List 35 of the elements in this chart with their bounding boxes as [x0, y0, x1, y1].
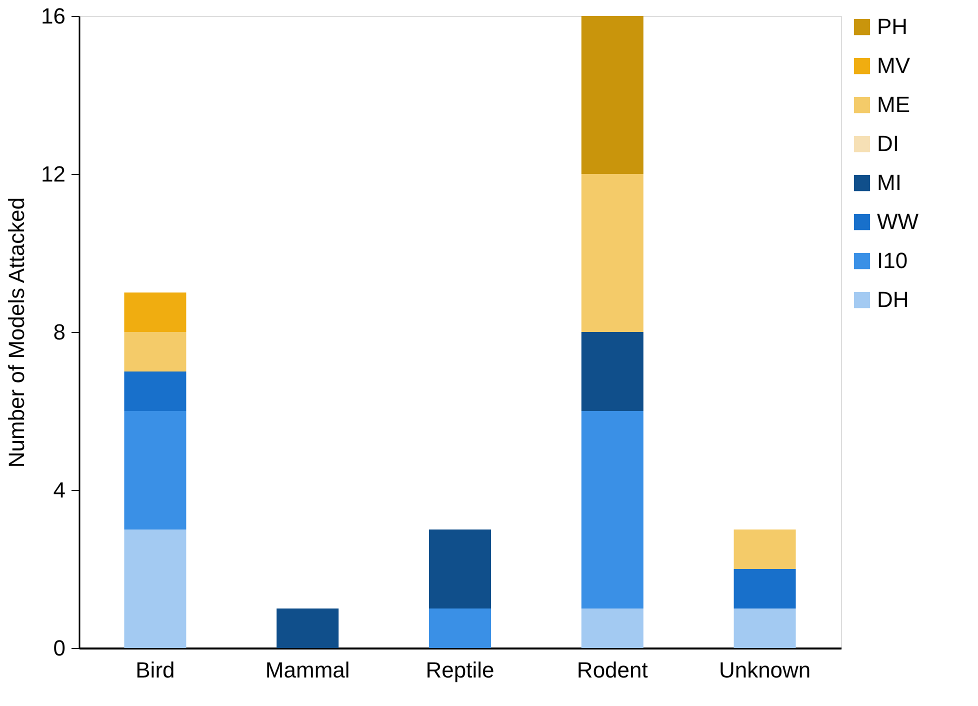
y-tick-label: 16 — [41, 4, 66, 28]
bar — [429, 530, 491, 608]
y-tick-label: 12 — [41, 162, 66, 186]
bar — [581, 411, 644, 608]
bar — [581, 608, 644, 648]
bar — [124, 332, 186, 372]
x-tick-label: Mammal — [265, 658, 350, 682]
legend-label: MV — [877, 53, 910, 78]
legend-label: I10 — [877, 248, 908, 273]
x-tick-label: Reptile — [426, 658, 494, 682]
bar — [124, 292, 186, 332]
legend-label: ME — [877, 92, 910, 117]
bar — [124, 530, 186, 648]
legend-label: DI — [877, 131, 899, 156]
bar — [581, 174, 644, 332]
bar — [124, 411, 186, 530]
bar — [124, 372, 186, 411]
bar — [734, 569, 796, 608]
y-axis-title: Number of Models Attacked — [4, 197, 30, 468]
legend-label: PH — [877, 14, 908, 39]
bar — [581, 16, 644, 174]
legend-label: MI — [877, 170, 902, 195]
x-tick-label: Rodent — [576, 658, 648, 682]
y-tick-label: 8 — [53, 320, 66, 344]
y-tick-label: 4 — [53, 478, 66, 502]
bar — [429, 608, 491, 648]
legend-label: DH — [877, 287, 909, 312]
bar — [276, 608, 339, 648]
x-tick-label: Unknown — [718, 658, 811, 682]
bar — [734, 530, 796, 569]
y-tick-label: 0 — [53, 636, 66, 660]
bar — [581, 332, 644, 411]
legend-label: WW — [877, 209, 919, 234]
bar — [734, 608, 796, 648]
x-tick-label: Bird — [136, 658, 175, 682]
